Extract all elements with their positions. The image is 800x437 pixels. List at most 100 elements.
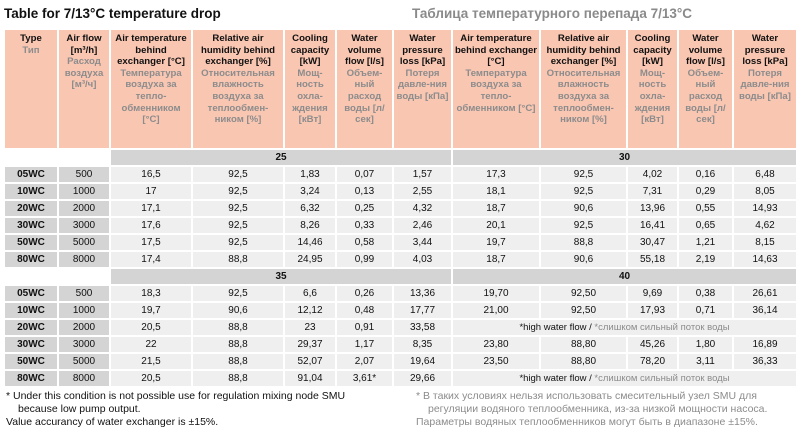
note-ru: *слишком сильный поток воды <box>594 373 730 384</box>
value-cell: 0,71 <box>679 303 732 318</box>
value-cell: 13,96 <box>628 201 677 216</box>
value-cell: 26,61 <box>734 286 796 301</box>
type-cell: 10WC <box>5 303 57 318</box>
value-cell: 92,5 <box>193 184 283 199</box>
table-row: 10WC 1000 19,7 90,6 12,12 0,48 17,77 21,00 92,50… <box>5 303 796 318</box>
value-cell: 90,6 <box>541 252 626 267</box>
table-row: 80WC 8000 17,4 88,8 24,95 0,99 4,03 18,7 90,6 55,… <box>5 252 796 267</box>
column-header-en: Air flow [m³/h] <box>66 33 102 56</box>
table-row: 30WC 3000 17,6 92,5 8,26 0,33 2,46 20,1 92,5 16,4… <box>5 218 796 233</box>
value-cell: 6,32 <box>285 201 335 216</box>
value-cell: 90,6 <box>541 201 626 216</box>
title-english: Table for 7/13°C temperature drop <box>4 6 221 21</box>
section-temp-right: 30 <box>453 150 796 165</box>
value-cell: 18,1 <box>453 184 539 199</box>
column-header-en: Water pressure loss [kPa] <box>742 33 788 68</box>
value-cell: 0,33 <box>337 218 392 233</box>
value-cell: 20,5 <box>111 320 191 335</box>
value-cell: 91,04 <box>285 371 335 386</box>
value-cell: 21,00 <box>453 303 539 318</box>
value-cell: 3,24 <box>285 184 335 199</box>
footnote-ru-line2: регуляции водяного теплообменника, из-за… <box>428 403 768 415</box>
value-cell: 0,16 <box>679 167 732 182</box>
value-cell: 0,65 <box>679 218 732 233</box>
value-cell: 4,03 <box>394 252 451 267</box>
note-en: *high water flow / <box>519 322 592 333</box>
type-cell: 20WC <box>5 320 57 335</box>
value-cell: 1,83 <box>285 167 335 182</box>
value-cell: 2,55 <box>394 184 451 199</box>
air-flow-cell: 5000 <box>59 235 109 250</box>
value-cell: 17,6 <box>111 218 191 233</box>
value-cell: 23 <box>285 320 335 335</box>
value-cell: 8,05 <box>734 184 796 199</box>
air-flow-cell: 500 <box>59 167 109 182</box>
value-cell: 19,7 <box>453 235 539 250</box>
value-cell: 18,7 <box>453 252 539 267</box>
type-cell: 05WC <box>5 167 57 182</box>
value-cell: 1,21 <box>679 235 732 250</box>
value-cell: 17,5 <box>111 235 191 250</box>
footnote-en-line1: * Under this condition is not possible u… <box>6 390 346 402</box>
value-cell: 92,5 <box>541 167 626 182</box>
column-header-en: Air temperature behind exchanger [°C] <box>454 33 538 68</box>
column-header: Water volume flow [l/s] Объем-ный расход … <box>337 30 392 148</box>
table-row: 30WC 3000 22 88,8 29,37 1,17 8,35 23,80 88,80 45,… <box>5 337 796 352</box>
air-flow-cell: 8000 <box>59 371 109 386</box>
value-cell: 17 <box>111 184 191 199</box>
column-header-en: Water pressure loss [kPa] <box>399 33 446 68</box>
column-header-ru: Объем-ный расход воды [л/сек] <box>344 67 385 126</box>
value-cell: 92,5 <box>541 184 626 199</box>
value-cell: 88,80 <box>541 354 626 369</box>
value-cell: 88,80 <box>541 337 626 352</box>
air-flow-cell: 1000 <box>59 303 109 318</box>
value-cell: 55,18 <box>628 252 677 267</box>
table-row: 80WC 8000 20,5 88,8 91,04 3,61* 29,66 *high wat… <box>5 371 796 386</box>
value-cell: 88,8 <box>193 371 283 386</box>
column-header: Water volume flow [l/s] Объем-ный расход … <box>679 30 732 148</box>
value-cell: 21,5 <box>111 354 191 369</box>
air-flow-cell: 3000 <box>59 337 109 352</box>
value-cell: 19,7 <box>111 303 191 318</box>
value-cell: 16,41 <box>628 218 677 233</box>
value-cell: 3,44 <box>394 235 451 250</box>
value-cell: 0,91 <box>337 320 392 335</box>
value-cell: 14,93 <box>734 201 796 216</box>
column-header-en: Air temperature behind exchanger [°C] <box>115 33 187 68</box>
section-header-row: 35 40 <box>5 269 796 284</box>
column-header-en: Cooling capacity [kW] <box>633 33 672 68</box>
table-row: 20WC 2000 20,5 88,8 23 0,91 33,58 *high water f… <box>5 320 796 335</box>
blank-cell <box>5 150 109 165</box>
value-cell: 6,48 <box>734 167 796 182</box>
temperature-drop-table: Type Тип Air flow [m³/h] Расход воздуха [м³… <box>3 28 798 388</box>
air-flow-cell: 8000 <box>59 252 109 267</box>
type-cell: 30WC <box>5 337 57 352</box>
footnote-russian: * В таких условиях нельзя использовать с… <box>416 390 767 429</box>
air-flow-cell: 5000 <box>59 354 109 369</box>
value-cell: 36,14 <box>734 303 796 318</box>
air-flow-cell: 500 <box>59 286 109 301</box>
value-cell: 19,64 <box>394 354 451 369</box>
column-header: Water pressure loss [kPa] Потеря давле-ни… <box>394 30 451 148</box>
value-cell: 8,26 <box>285 218 335 233</box>
column-header-en: Water volume flow [l/s] <box>345 33 384 68</box>
column-header-ru: Потеря давле-ния воды [кПа] <box>739 67 791 102</box>
high-water-flow-note: *high water flow / *слишком сильный пото… <box>453 320 796 335</box>
value-cell: 13,36 <box>394 286 451 301</box>
value-cell: 88,8 <box>193 252 283 267</box>
value-cell: 29,66 <box>394 371 451 386</box>
value-cell: 92,5 <box>193 218 283 233</box>
value-cell: 18,7 <box>453 201 539 216</box>
value-cell: 92,5 <box>193 167 283 182</box>
value-cell: 0,13 <box>337 184 392 199</box>
value-cell: 0,38 <box>679 286 732 301</box>
value-cell: 7,31 <box>628 184 677 199</box>
column-header-ru: Относительная влажность воздуха за тепло… <box>201 67 275 126</box>
section-temp-left: 25 <box>111 150 451 165</box>
note-en: *high water flow / <box>519 373 592 384</box>
type-cell: 30WC <box>5 218 57 233</box>
value-cell: 8,15 <box>734 235 796 250</box>
column-header-en: Cooling capacity [kW] <box>290 33 330 68</box>
column-header: Type Тип <box>5 30 57 148</box>
column-header: Relative air humidity behind exchanger [… <box>541 30 626 148</box>
